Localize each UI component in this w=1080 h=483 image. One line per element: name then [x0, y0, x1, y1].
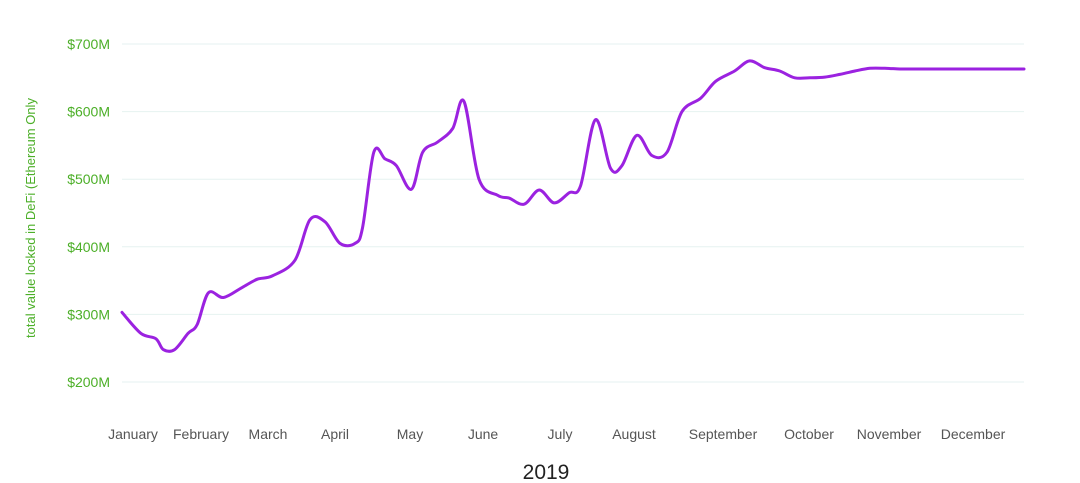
y-tick-label: $700M [67, 36, 110, 52]
x-tick-label: June [468, 426, 499, 442]
x-tick-label: October [784, 426, 834, 442]
x-tick-label: November [857, 426, 922, 442]
x-tick-label: April [321, 426, 349, 442]
x-axis-title: 2019 [523, 461, 570, 483]
y-tick-label: $400M [67, 239, 110, 255]
x-tick-label: January [108, 426, 158, 442]
x-tick-label: July [548, 426, 573, 442]
x-tick-label: May [397, 426, 423, 442]
x-tick-label: September [689, 426, 758, 442]
series-line [120, 59, 1026, 353]
y-tick-label: $200M [67, 374, 110, 390]
gridlines [122, 43, 1024, 383]
y-tick-label: $600M [67, 104, 110, 120]
x-tick-label: March [249, 426, 288, 442]
series [120, 59, 1026, 353]
y-tick-label: $300M [67, 306, 110, 322]
x-tick-label: August [612, 426, 656, 442]
x-tick-label: December [941, 426, 1006, 442]
x-tick-labels: January February March April May June July Augu… [108, 426, 1006, 442]
y-tick-label: $500M [67, 171, 110, 187]
x-tick-label: February [173, 426, 229, 442]
y-axis-title: total value locked in DeFi (Ethereum Onl… [23, 98, 38, 338]
y-tick-labels: $200M $300M $400M $500M $600M $700M [67, 36, 110, 390]
